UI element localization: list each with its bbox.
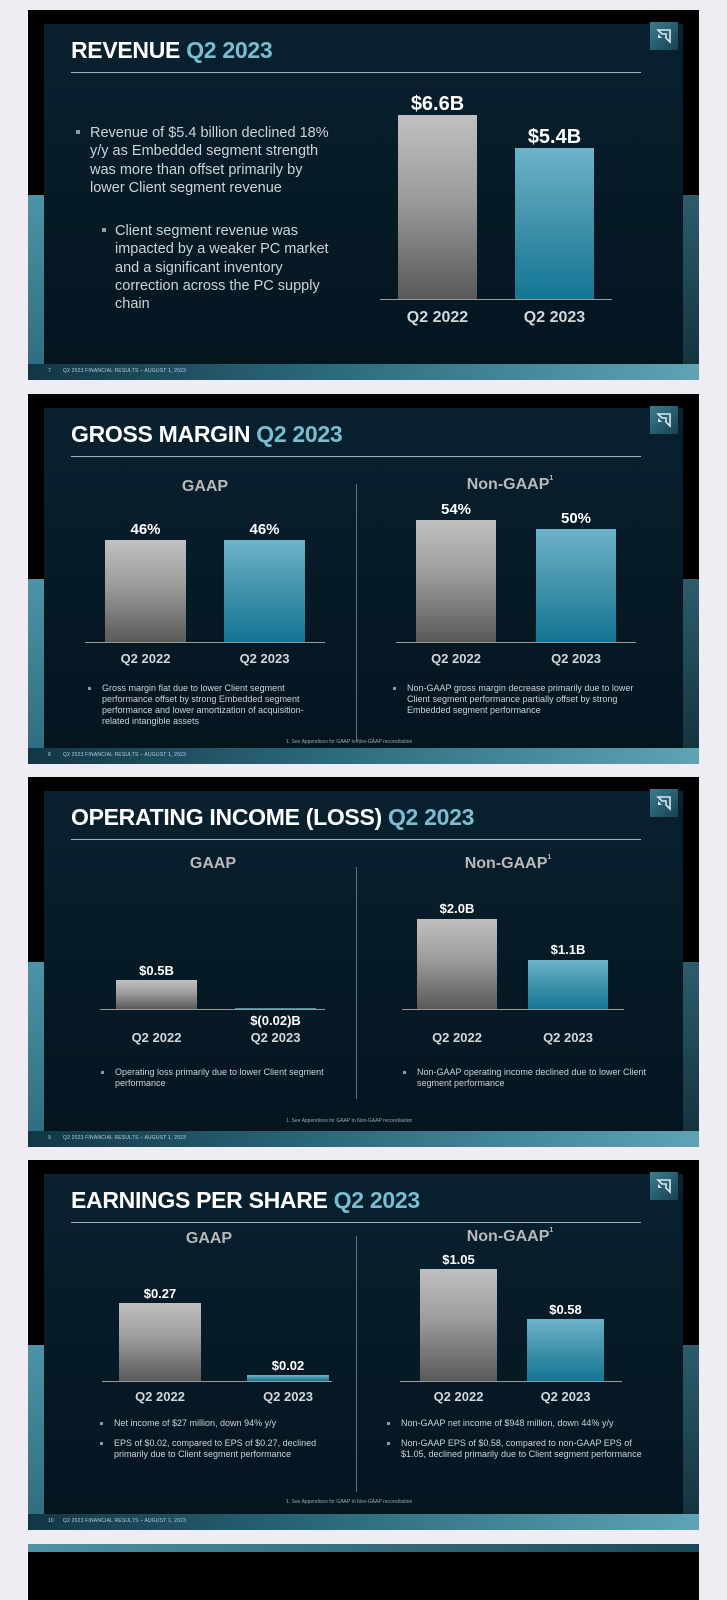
slide-title: GROSS MARGIN Q2 2023 (71, 421, 343, 447)
gaap-bullet-2: EPS of $0.02, compared to EPS of $0.27, … (100, 1438, 344, 1460)
category-label: Q2 2023 (263, 1389, 313, 1404)
bar-q2-2022 (420, 1269, 497, 1381)
footer-text: Q2 2023 FINANCIAL RESULTS – AUGUST 1, 20… (63, 368, 187, 374)
next-slide-partial (28, 1544, 699, 1600)
value-label: $2.0B (439, 901, 475, 916)
page-number: 10 (48, 1518, 54, 1524)
bar-q2-2023 (527, 1319, 604, 1381)
value-label: 46% (249, 521, 280, 538)
page-number: 9 (48, 1135, 51, 1141)
category-label: Q2 2023 (551, 651, 601, 666)
bar-q2-2022 (105, 540, 186, 642)
slide-operating-income: OPERATING INCOME (LOSS) Q2 2023 GAAP Non… (28, 777, 699, 1147)
category-label: Q2 2023 (523, 309, 586, 326)
category-label: Q2 2022 (120, 651, 171, 666)
footer-text: Q2 2023 FINANCIAL RESULTS – AUGUST 1, 20… (63, 752, 187, 758)
value-label: $0.5B (139, 963, 174, 978)
nongaap-bullet: Non-GAAP operating income declined due t… (403, 1067, 647, 1089)
amd-logo-icon (650, 406, 678, 434)
x-axis-line (396, 642, 636, 643)
footer-text: Q2 2023 FINANCIAL RESULTS – AUGUST 1, 20… (63, 1518, 187, 1524)
value-label: $1.05 (442, 1252, 475, 1267)
bar-q2-2022 (416, 520, 496, 642)
category-label: Q2 2022 (433, 1389, 484, 1404)
title-rule (71, 456, 641, 457)
value-label: 50% (560, 510, 592, 528)
gaap-heading: GAAP (185, 1230, 233, 1247)
bar-q2-2022 (116, 980, 197, 1009)
nongaap-heading: Non-GAAP1 (466, 1227, 554, 1245)
slide-title: REVENUE Q2 2023 (71, 37, 273, 63)
nongaap-heading: Non-GAAP1 (466, 475, 554, 493)
column-divider (356, 1236, 357, 1492)
category-label: Q2 2022 (406, 309, 469, 326)
category-label: Q2 2023 (540, 1389, 591, 1404)
value-label: $0.27 (143, 1286, 177, 1301)
value-label: $(0.02)B (250, 1013, 301, 1028)
column-divider (356, 484, 357, 742)
value-label: $5.4B (527, 126, 582, 149)
slide-title: OPERATING INCOME (LOSS) Q2 2023 (71, 804, 475, 830)
footnote: 1. See Appendices for GAAP to Non-GAAP r… (286, 1499, 413, 1505)
bar-q2-2023 (515, 148, 594, 299)
value-label: $0.58 (549, 1302, 582, 1318)
nongaap-bullet-2: Non-GAAP EPS of $0.58, compared to non-G… (387, 1438, 651, 1460)
category-label: Q2 2022 (131, 1030, 182, 1045)
bar-q2-2023 (235, 1007, 316, 1009)
category-label: Q2 2022 (135, 1389, 185, 1404)
category-label: Q2 2022 (431, 651, 481, 666)
title-rule (71, 1222, 641, 1223)
nongaap-heading: Non-GAAP1 (464, 854, 552, 872)
bullet-1: Revenue of $5.4 billion declined 18% y/y… (76, 124, 335, 197)
gaap-bullet: Gross margin flat due to lower Client se… (88, 683, 327, 727)
footer-text: Q2 2023 FINANCIAL RESULTS – AUGUST 1, 20… (63, 1135, 187, 1141)
value-label: 46% (130, 521, 161, 538)
bar-q2-2023 (536, 529, 616, 642)
amd-logo-icon (650, 789, 678, 817)
category-label: Q2 2023 (239, 651, 290, 666)
bullet-2: Client segment revenue was impacted by a… (102, 222, 335, 313)
footnote: 1. See Appendices for GAAP to Non-GAAP r… (286, 739, 413, 745)
gaap-heading: GAAP (181, 478, 229, 495)
slide-revenue: REVENUE Q2 2023 Revenue of $5.4 billion … (28, 10, 699, 380)
amd-logo-icon (650, 22, 678, 50)
value-label: 54% (440, 501, 472, 518)
x-axis-line (102, 1381, 332, 1382)
title-rule (71, 72, 641, 73)
bar-q2-2023 (528, 959, 608, 1009)
nongaap-bullet: Non-GAAP gross margin decrease primarily… (393, 683, 637, 716)
x-axis-line (100, 1009, 325, 1010)
bar-q2-2023 (247, 1375, 329, 1381)
title-rule (71, 839, 641, 840)
footnote: 1. See Appendices for GAAP to Non-GAAP r… (286, 1118, 413, 1124)
category-label: Q2 2022 (432, 1030, 482, 1045)
category-label: Q2 2023 (543, 1030, 593, 1045)
value-label: $6.6B (410, 93, 465, 115)
slide-gross-margin: GROSS MARGIN Q2 2023 GAAP Non-GAAP1 46% Q… (28, 394, 699, 764)
page-number: 7 (48, 368, 51, 374)
page-number: 8 (48, 752, 51, 758)
gaap-bullet: Operating loss primarily due to lower Cl… (101, 1067, 325, 1089)
category-label: Q2 2023 (250, 1030, 301, 1045)
bar-q2-2022 (398, 115, 477, 299)
value-label: $1.1B (550, 941, 586, 957)
x-axis-line (85, 642, 325, 643)
column-divider (356, 867, 357, 1099)
value-label: $0.02 (271, 1358, 305, 1374)
slide-earnings-per-share: EARNINGS PER SHARE Q2 2023 GAAP Non-GAAP… (28, 1160, 699, 1530)
slide-title: EARNINGS PER SHARE Q2 2023 (71, 1187, 420, 1213)
amd-logo-icon (650, 1172, 678, 1200)
x-axis-line (380, 299, 612, 300)
x-axis-line (402, 1009, 624, 1010)
bar-q2-2023 (224, 540, 305, 642)
x-axis-line (400, 1381, 622, 1382)
gaap-bullet-1: Net income of $27 million, down 94% y/y (100, 1418, 344, 1429)
gaap-heading: GAAP (189, 855, 237, 872)
bar-q2-2022 (417, 919, 497, 1009)
bar-q2-2022 (119, 1303, 201, 1381)
nongaap-bullet-1: Non-GAAP net income of $948 million, dow… (387, 1418, 651, 1429)
